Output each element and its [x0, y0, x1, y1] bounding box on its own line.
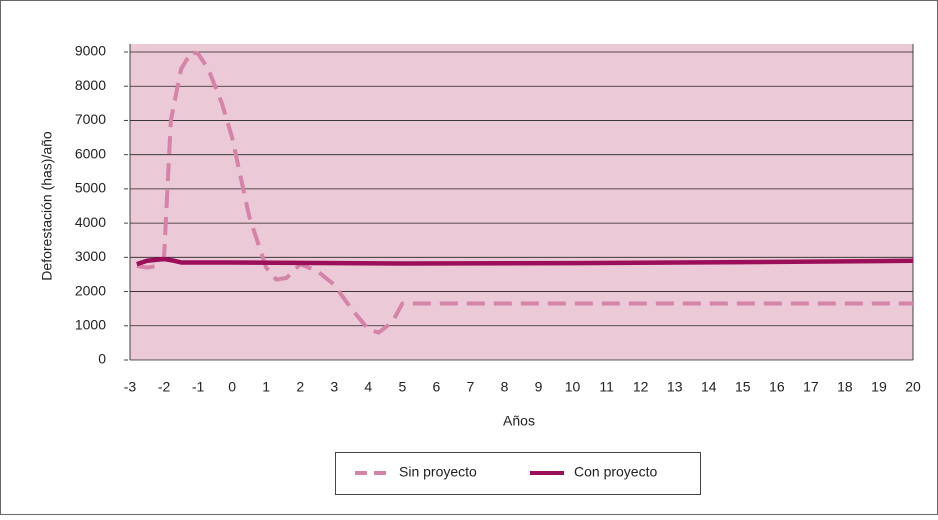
- y-tick-label: 8000: [75, 77, 106, 93]
- x-tick-label: 12: [633, 379, 649, 395]
- x-tick-label: 6: [432, 379, 440, 395]
- x-tick-label: 7: [467, 379, 475, 395]
- x-tick-label: 14: [701, 379, 717, 395]
- x-tick-label: 11: [599, 379, 614, 395]
- legend-label: Con proyecto: [574, 464, 657, 480]
- plot-area: [130, 44, 913, 360]
- y-tick-label: 0: [98, 351, 106, 367]
- x-tick-label: -3: [124, 379, 137, 395]
- x-tick-label: 17: [803, 379, 819, 395]
- y-tick-label: 6000: [75, 145, 106, 161]
- x-tick-label: -2: [158, 379, 171, 395]
- x-tick-label: 8: [501, 379, 509, 395]
- y-tick-label: 1000: [75, 316, 106, 332]
- y-tick-label: 5000: [75, 180, 106, 196]
- y-axis-label: Deforestación (has)/año: [39, 131, 55, 281]
- x-tick-label: 19: [871, 379, 887, 395]
- y-tick-label: 9000: [75, 43, 106, 59]
- x-tick-label: 15: [735, 379, 751, 395]
- legend-box: [335, 452, 701, 495]
- y-tick-label: 2000: [75, 282, 106, 298]
- y-tick-label: 4000: [75, 214, 106, 230]
- x-tick-label: 16: [769, 379, 785, 395]
- legend-label: Sin proyecto: [399, 464, 477, 480]
- x-tick-label: 10: [565, 379, 581, 395]
- x-tick-label: 2: [296, 379, 304, 395]
- x-tick-label: 4: [364, 379, 372, 395]
- series-line: [136, 256, 914, 267]
- x-tick-label: 20: [905, 379, 921, 395]
- x-tick-label: 18: [837, 379, 853, 395]
- y-tick-label: 3000: [75, 248, 106, 264]
- x-tick-label: 5: [398, 379, 406, 395]
- x-tick-label: 1: [262, 379, 270, 395]
- x-axis-label: Años: [503, 413, 535, 429]
- x-tick-label: -1: [192, 379, 205, 395]
- x-tick-label: 9: [535, 379, 543, 395]
- x-tick-label: 0: [228, 379, 236, 395]
- x-tick-label: 3: [330, 379, 338, 395]
- x-tick-label: 13: [667, 379, 683, 395]
- y-tick-label: 7000: [75, 111, 106, 127]
